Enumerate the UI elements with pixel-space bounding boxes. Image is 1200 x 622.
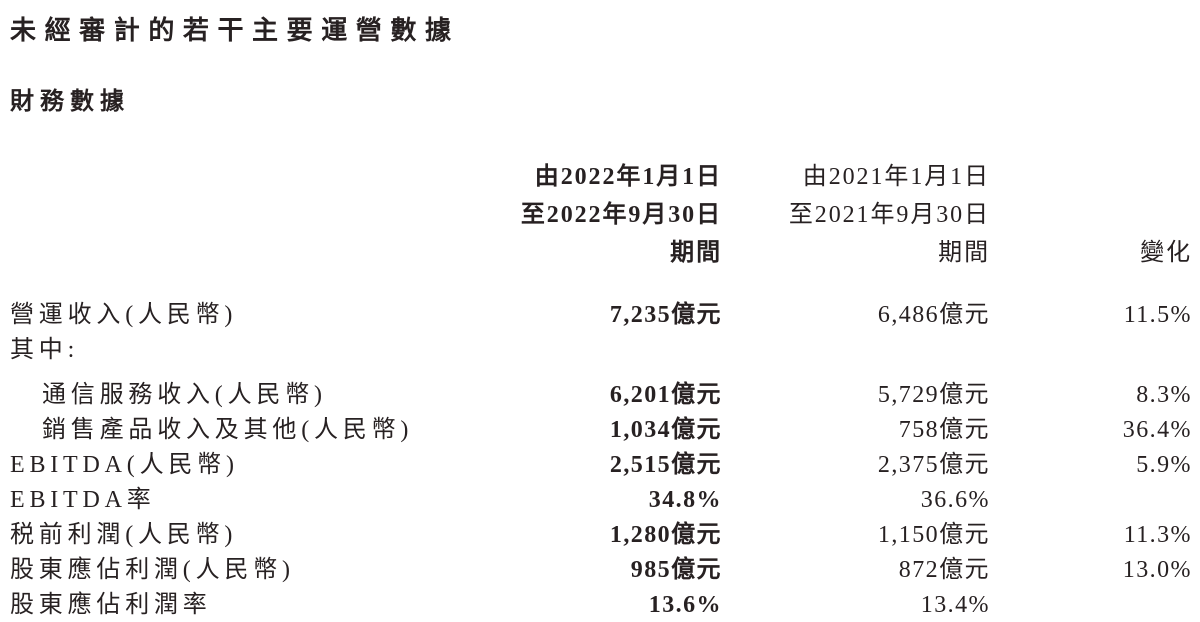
header-2021-line2: 至2021年9月30日 — [788, 202, 990, 228]
value-change — [990, 588, 1192, 622]
table-row-operating-revenue: 營運收入(人民幣) 7,235億元 6,486億元 11.5% — [10, 298, 1192, 333]
value-2022 — [460, 333, 722, 368]
table-row-of-which: 其中: — [10, 333, 1192, 368]
header-2021-line1: 由2021年1月1日 — [802, 164, 990, 190]
value-2021: 36.6% — [920, 487, 990, 513]
value-change: 11.5% — [1123, 302, 1192, 328]
table-header: 由2022年1月1日 至2022年9月30日 期間 由2021年1月1日 至20… — [10, 158, 1192, 272]
value-change: 11.3% — [1123, 522, 1192, 548]
row-label: 通信服務收入(人民幣) — [42, 382, 327, 408]
value-2022: 2,515億元 — [609, 452, 722, 478]
value-2022: 7,235億元 — [609, 302, 722, 328]
value-change: 5.9% — [1136, 452, 1192, 478]
row-label: EBITDA率 — [10, 487, 156, 513]
value-2021: 2,375億元 — [877, 452, 990, 478]
table-row-telecom-service-revenue: 通信服務收入(人民幣) 6,201億元 5,729億元 8.3% — [10, 378, 1192, 413]
value-change: 36.4% — [1122, 417, 1192, 443]
header-col-2022-period: 由2022年1月1日 至2022年9月30日 期間 — [460, 158, 722, 272]
row-label: 股東應佔利潤(人民幣) — [10, 557, 295, 583]
value-change: 8.3% — [1136, 382, 1192, 408]
page-title: 未經審計的若干主要運營數據 — [10, 15, 460, 45]
value-2021: 6,486億元 — [877, 302, 990, 328]
header-2021-line3: 期間 — [938, 240, 990, 266]
header-col-change: 變化 — [990, 234, 1192, 272]
header-change-label: 變化 — [1140, 240, 1192, 266]
table-row-profit-attributable-to-shareholders: 股東應佔利潤(人民幣) 985億元 872億元 13.0% — [10, 553, 1192, 588]
table-row-shareholders-profit-margin: 股東應佔利潤率 13.6% 13.4% — [10, 588, 1192, 622]
section-title-financial-data: 財務數據 — [10, 88, 130, 115]
row-label: 股東應佔利潤率 — [10, 592, 212, 618]
header-col-2021-period: 由2021年1月1日 至2021年9月30日 期間 — [722, 158, 990, 272]
value-change: 13.0% — [1122, 557, 1192, 583]
value-change — [990, 483, 1192, 518]
header-2022-line2: 至2022年9月30日 — [520, 202, 722, 228]
value-2022: 985億元 — [630, 557, 722, 583]
table-row-profit-before-tax: 税前利潤(人民幣) 1,280億元 1,150億元 11.3% — [10, 518, 1192, 553]
table-row-ebitda-margin: EBITDA率 34.8% 36.6% — [10, 483, 1192, 518]
document-page: 未經審計的若干主要運營數據 財務數據 由2022年1月1日 至2022年9月30… — [0, 14, 1200, 622]
value-2022: 13.6% — [648, 592, 722, 618]
value-2021: 758億元 — [898, 417, 990, 443]
value-change — [990, 333, 1192, 368]
value-2021 — [722, 333, 990, 368]
value-2021: 1,150億元 — [877, 522, 990, 548]
value-2021: 872億元 — [898, 557, 990, 583]
row-label: 營運收入(人民幣) — [10, 302, 238, 328]
table-row-product-sales-revenue: 銷售產品收入及其他(人民幣) 1,034億元 758億元 36.4% — [10, 413, 1192, 448]
table-row-ebitda: EBITDA(人民幣) 2,515億元 2,375億元 5.9% — [10, 448, 1192, 483]
table-body: 營運收入(人民幣) 7,235億元 6,486億元 11.5% 其中: 通信服務… — [10, 298, 1192, 622]
header-2022-line1: 由2022年1月1日 — [534, 164, 722, 190]
row-label: 銷售產品收入及其他(人民幣) — [42, 417, 414, 443]
value-2022: 34.8% — [648, 487, 722, 513]
row-label: 其中: — [10, 337, 80, 363]
value-2022: 6,201億元 — [609, 382, 722, 408]
value-2022: 1,280億元 — [609, 522, 722, 548]
row-label: 税前利潤(人民幣) — [10, 522, 238, 548]
value-2022: 1,034億元 — [609, 417, 722, 443]
value-2021: 5,729億元 — [877, 382, 990, 408]
row-label: EBITDA(人民幣) — [10, 452, 239, 478]
value-2021: 13.4% — [920, 592, 990, 618]
header-2022-line3: 期間 — [670, 240, 722, 266]
